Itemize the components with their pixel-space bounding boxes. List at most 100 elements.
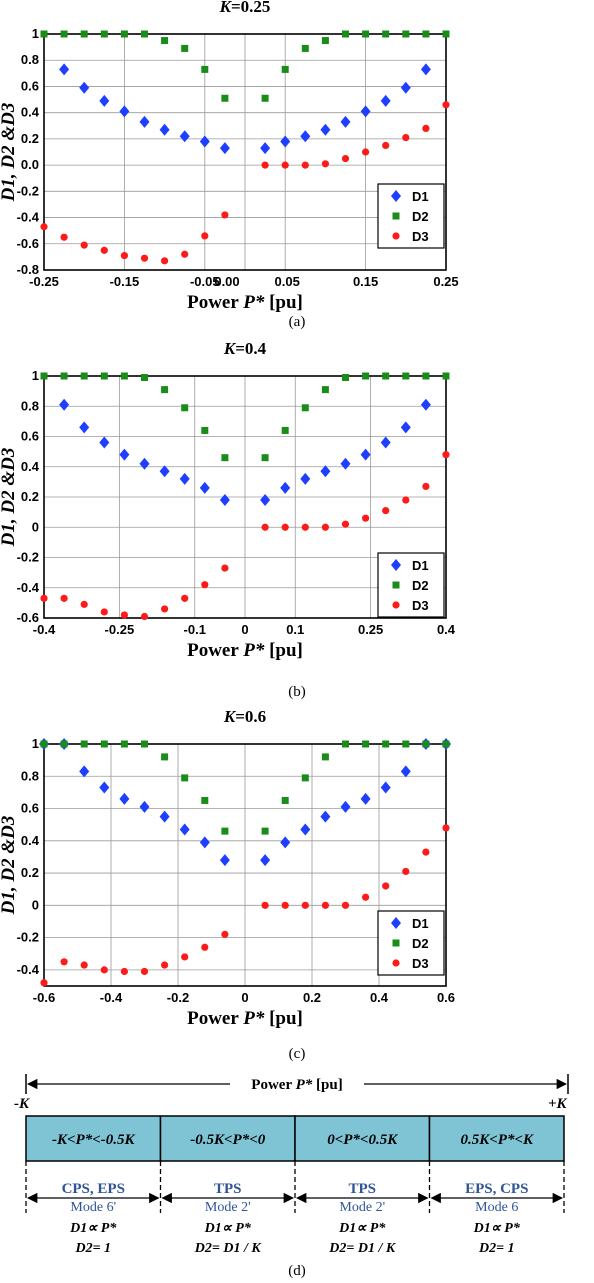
region-eq1: D1∝ P* — [473, 1221, 521, 1236]
y-tick-label: 0 — [32, 519, 39, 534]
point-d2 — [321, 753, 329, 761]
point-d2 — [422, 372, 430, 380]
point-d2 — [161, 753, 169, 761]
legend-marker-d3 — [392, 959, 400, 967]
x-axis-label: Power P* [pu] — [187, 1008, 303, 1029]
point-d3 — [201, 232, 209, 240]
region-eq2: D2= D1 / K — [194, 1241, 263, 1256]
x-tick-label: 0.2 — [303, 990, 321, 1005]
region-box — [25, 1115, 162, 1162]
legend-label: D1 — [412, 558, 429, 573]
point-d3 — [382, 141, 390, 150]
y-tick-label: -0.4 — [17, 210, 40, 225]
legend-marker-d2 — [392, 939, 400, 947]
point-d3 — [201, 581, 209, 589]
point-d3 — [100, 608, 108, 616]
point-d3 — [60, 233, 68, 241]
point-d3 — [442, 451, 450, 459]
point-d2 — [221, 827, 229, 835]
y-tick-label: 0.0 — [21, 157, 39, 172]
name-bg — [322, 1180, 403, 1196]
point-d1 — [400, 421, 411, 434]
point-d1 — [340, 115, 351, 128]
point-d1 — [179, 823, 190, 836]
legend-label: D2 — [412, 209, 429, 224]
x-tick-label: 0.4 — [370, 990, 389, 1005]
x-tick-label: 0 — [241, 622, 248, 637]
point-d2 — [60, 30, 68, 38]
point-d2 — [382, 372, 390, 380]
legend-label: D3 — [412, 229, 429, 244]
y-tick-label: -0.2 — [17, 550, 39, 565]
point-d2 — [120, 30, 128, 38]
point-d1 — [79, 421, 90, 434]
y-tick-label: 0.2 — [21, 865, 39, 880]
point-d1 — [280, 836, 291, 849]
region-mode: Mode 2' — [205, 1200, 251, 1215]
chart-k-04: K=0.410.80.60.40.20-0.2-0.4-0.6-0.4 -0.25… — [0, 340, 456, 700]
point-d2 — [161, 386, 169, 394]
y-tick-label: 0.6 — [21, 429, 39, 444]
y-tick-label: 0.6 — [21, 78, 39, 93]
point-d3 — [221, 211, 229, 219]
point-d2 — [362, 30, 370, 38]
legend-label: D3 — [412, 598, 429, 613]
x-tick-label: -0.2 — [167, 990, 189, 1005]
y-axis-label: D1, D2 &D3 — [0, 816, 19, 916]
y-axis-label: D1, D2 &D3 — [0, 448, 19, 548]
caption: (b) — [288, 684, 306, 700]
y-tick-label: 0.8 — [21, 768, 39, 783]
mode-diagram: Power P* [pu] -K +K -K<P*<-0.5K CPS, EPS M… — [14, 1074, 569, 1279]
point-d1 — [99, 436, 110, 449]
x-tick-label: 0 — [241, 990, 248, 1005]
point-d2 — [181, 404, 189, 412]
point-d3 — [80, 600, 88, 608]
y-tick-label: -0.6 — [17, 610, 39, 625]
region-eq1: D1∝ P* — [204, 1221, 252, 1236]
point-d2 — [342, 30, 349, 38]
point-d2 — [80, 740, 88, 748]
point-d2 — [60, 372, 68, 380]
point-d2 — [362, 740, 370, 748]
point-d3 — [221, 930, 229, 938]
point-d3 — [161, 961, 169, 969]
y-tick-label: 0.4 — [21, 459, 40, 474]
y-tick-label: 0.4 — [21, 105, 40, 120]
point-d1 — [139, 800, 150, 813]
legend-marker-d3 — [392, 232, 400, 240]
name-bg — [53, 1180, 134, 1196]
point-d2 — [301, 774, 309, 782]
point-d1 — [360, 448, 371, 461]
right-end-label: +K — [548, 1096, 568, 1112]
point-d3 — [40, 979, 48, 987]
point-d3 — [422, 482, 430, 491]
point-d2 — [342, 740, 349, 748]
legend-label: D3 — [412, 956, 429, 971]
region-name: EPS, CPS — [465, 1181, 528, 1197]
point-d3 — [341, 154, 350, 163]
point-d2 — [422, 30, 430, 38]
legend-marker-d1 — [391, 559, 401, 571]
point-d3 — [261, 161, 269, 169]
point-d2 — [402, 30, 410, 38]
point-d1 — [119, 448, 130, 461]
chart-k-025: K=0.2510.80.60.40.20.0-0.2-0.4-0.6-0.8-0… — [0, 0, 459, 330]
y-tick-label: 0 — [32, 897, 39, 912]
x-axis-label: Power P* [pu] — [187, 292, 303, 313]
point-d1 — [300, 823, 311, 836]
region-name: TPS — [214, 1181, 242, 1197]
region-box — [294, 1115, 431, 1162]
point-d2 — [362, 372, 370, 380]
y-tick-label: 1 — [32, 368, 39, 383]
y-tick-label: 1 — [32, 736, 39, 751]
region-range: 0<P*<0.5K — [327, 1132, 398, 1148]
point-d3 — [442, 101, 450, 109]
point-d2 — [181, 774, 189, 782]
point-d1 — [119, 792, 130, 805]
point-d1 — [179, 472, 190, 485]
caption-d: (d) — [288, 1263, 306, 1279]
point-d3 — [341, 901, 350, 909]
y-tick-label: 0.2 — [21, 131, 39, 146]
point-d3 — [422, 124, 430, 132]
point-d3 — [120, 967, 128, 976]
